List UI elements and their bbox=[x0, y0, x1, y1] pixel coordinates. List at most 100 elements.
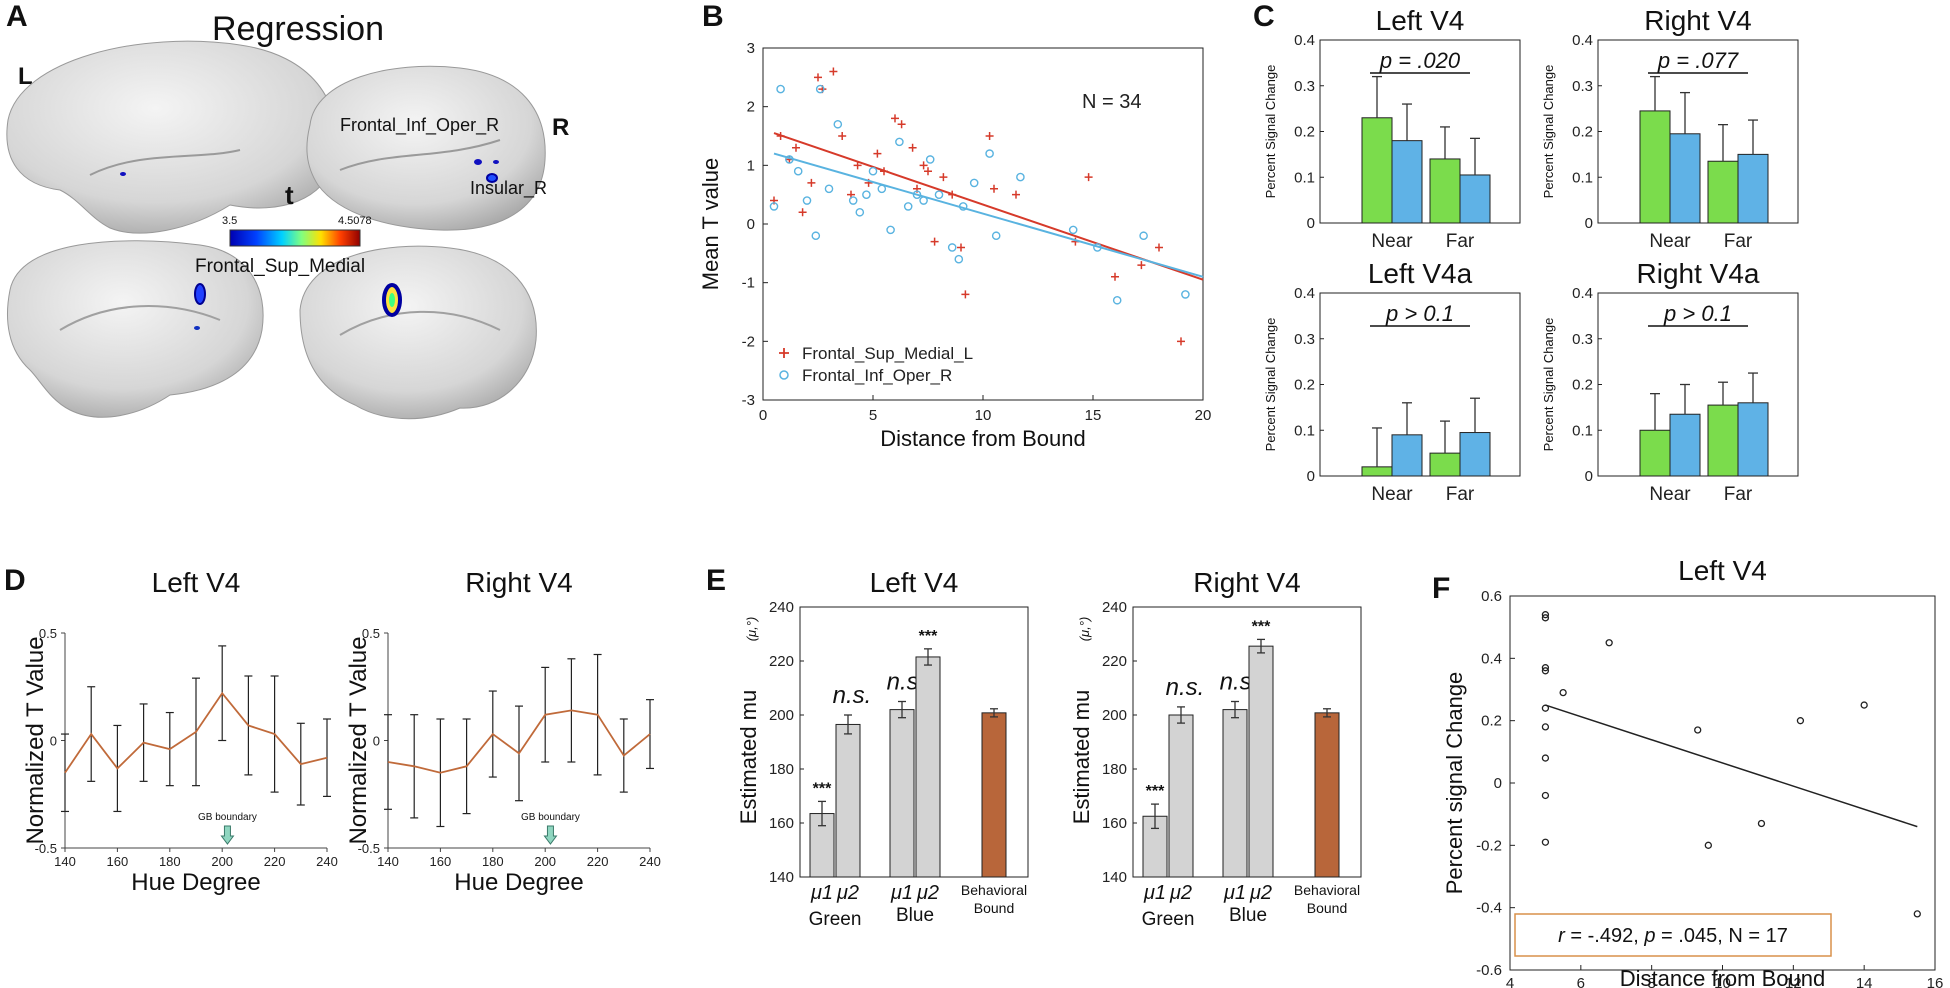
activation-blob bbox=[120, 172, 126, 176]
y-tick-label: 0.4 bbox=[1294, 32, 1315, 49]
panel-label-b: B bbox=[702, 0, 724, 33]
data-point bbox=[1541, 723, 1550, 731]
data-point-circle bbox=[1181, 290, 1190, 299]
data-point-plus bbox=[908, 143, 917, 152]
brain-right-medial bbox=[299, 245, 537, 420]
significance-marker: *** bbox=[1146, 783, 1165, 800]
data-point bbox=[1541, 754, 1550, 762]
significance-marker: *** bbox=[813, 780, 832, 797]
x-tick-label: 180 bbox=[159, 854, 181, 869]
x-bar-label: μ2 bbox=[916, 882, 939, 904]
x-tick-label: 140 bbox=[54, 854, 76, 869]
bar bbox=[1737, 402, 1769, 477]
bar bbox=[1459, 432, 1491, 477]
x-tick-label: 240 bbox=[639, 854, 661, 869]
activation-blob bbox=[486, 173, 498, 183]
activation-blob bbox=[194, 283, 206, 305]
data-point-plus bbox=[919, 161, 928, 170]
activation-blob bbox=[194, 326, 200, 330]
behavioral-label: Behavioral bbox=[961, 882, 1027, 898]
data-point-circle bbox=[811, 231, 821, 241]
y-tick-label: 3 bbox=[747, 40, 755, 57]
group-label: Green bbox=[809, 909, 862, 930]
panel-e-right-v4: Right V4 140 160 180 200 220 240 Estimated mu (μ… bbox=[1069, 567, 1362, 930]
significance-marker: n.s. bbox=[833, 682, 872, 709]
panel-label-d: D bbox=[4, 564, 26, 597]
y-axis-label: Estimated mu bbox=[1069, 690, 1094, 825]
x-bar-label: μ1 bbox=[1143, 882, 1166, 904]
data-point-plus bbox=[814, 73, 822, 82]
data-point-plus bbox=[807, 178, 816, 187]
data-point-plus bbox=[990, 184, 998, 193]
y-axis-label: Normalized T Value bbox=[22, 636, 49, 844]
y-tick-label: 220 bbox=[1102, 653, 1127, 670]
stats-text: r = -.492, p = .045, N = 17 bbox=[1558, 925, 1788, 947]
stats-fragment: p bbox=[1643, 925, 1655, 947]
y-tick-label: 240 bbox=[769, 599, 794, 616]
y-tick-label: 0.1 bbox=[1294, 169, 1315, 186]
x-tick-label: 16 bbox=[1927, 975, 1944, 988]
legend-label: Frontal_Inf_Oper_R bbox=[802, 366, 952, 385]
stats-fragment: , bbox=[1633, 925, 1644, 947]
data-point-circle bbox=[886, 225, 895, 235]
y-axis-label: Percent Signal Change bbox=[1263, 318, 1278, 452]
x-tick-label: 240 bbox=[316, 854, 338, 869]
data-point bbox=[1541, 664, 1550, 672]
bar bbox=[1222, 709, 1248, 878]
data-point bbox=[1541, 614, 1550, 622]
bar bbox=[1168, 714, 1194, 878]
data-point-circle bbox=[848, 196, 858, 205]
y-tick-label: -0.5 bbox=[35, 841, 57, 856]
y-tick-label: 0.4 bbox=[1294, 285, 1315, 302]
data-point-plus bbox=[1155, 243, 1163, 252]
data-point-circle bbox=[824, 184, 834, 194]
significance-marker: *** bbox=[1252, 618, 1271, 635]
y-tick-label: 140 bbox=[769, 869, 794, 886]
y-tick-label: 0.3 bbox=[1572, 78, 1593, 95]
data-point-circle bbox=[925, 155, 935, 164]
activation-blob bbox=[493, 160, 499, 164]
y-tick-label: 0.5 bbox=[362, 626, 380, 641]
x-axis-label: Hue Degree bbox=[131, 869, 260, 896]
y-tick-label: 0 bbox=[1585, 468, 1593, 485]
panel-c-left-v4: Left V4 p = .020 0 0.1 0.2 0.3 0.4 Percent Sign… bbox=[1263, 5, 1521, 252]
data-point-circle bbox=[991, 231, 1001, 241]
x-tick-label: 8 bbox=[1647, 975, 1655, 988]
colorbar-label: t bbox=[285, 180, 294, 210]
data-point-circle bbox=[895, 137, 904, 147]
data-point-plus bbox=[961, 290, 970, 299]
data-point-plus bbox=[1012, 190, 1020, 199]
y-tick-label: 0.2 bbox=[1572, 124, 1593, 141]
y-tick-label: 1 bbox=[747, 157, 755, 174]
panel-label-f: F bbox=[1432, 572, 1450, 605]
behavioral-label: Bound bbox=[974, 900, 1014, 916]
sulcus-line bbox=[59, 305, 221, 331]
data-point-plus bbox=[798, 208, 807, 217]
bar bbox=[1707, 404, 1739, 477]
data-point-plus bbox=[957, 243, 965, 252]
data-point-plus bbox=[924, 167, 932, 176]
y-axis-label: Mean T value bbox=[698, 158, 723, 291]
x-tick-label: 14 bbox=[1856, 975, 1873, 988]
legend-marker bbox=[779, 370, 789, 380]
y-tick-label: 0.1 bbox=[1572, 169, 1593, 186]
y-tick-label: 0 bbox=[1307, 215, 1315, 232]
data-point bbox=[1694, 726, 1702, 734]
x-bar-label: μ1 bbox=[1223, 882, 1246, 904]
y-axis-label: Normalized T Value bbox=[345, 636, 372, 844]
data-point-circle bbox=[862, 190, 871, 199]
x-tick-label: 4 bbox=[1506, 975, 1514, 988]
data-point bbox=[1796, 717, 1805, 725]
colorbar-max: 4.5078 bbox=[338, 215, 372, 227]
panel-f-scatter: Left V4 4 6 8 10 12 14 16 -0.6 -0.4 -0.2 0 0.2 0.4 0.6… bbox=[1442, 555, 1943, 988]
stats-fragment: = bbox=[1655, 925, 1678, 947]
activation-blob bbox=[474, 159, 482, 165]
x-tick-label: 12 bbox=[1785, 975, 1802, 988]
data-point bbox=[1559, 688, 1567, 697]
x-category-label: Far bbox=[1446, 484, 1475, 505]
bar bbox=[1737, 153, 1769, 224]
y-axis-unit: (μ,°) bbox=[744, 617, 759, 642]
stat-annotation: p > 0.1 bbox=[1385, 301, 1454, 326]
x-category-label: Far bbox=[1724, 484, 1753, 505]
data-point-plus bbox=[873, 149, 882, 158]
